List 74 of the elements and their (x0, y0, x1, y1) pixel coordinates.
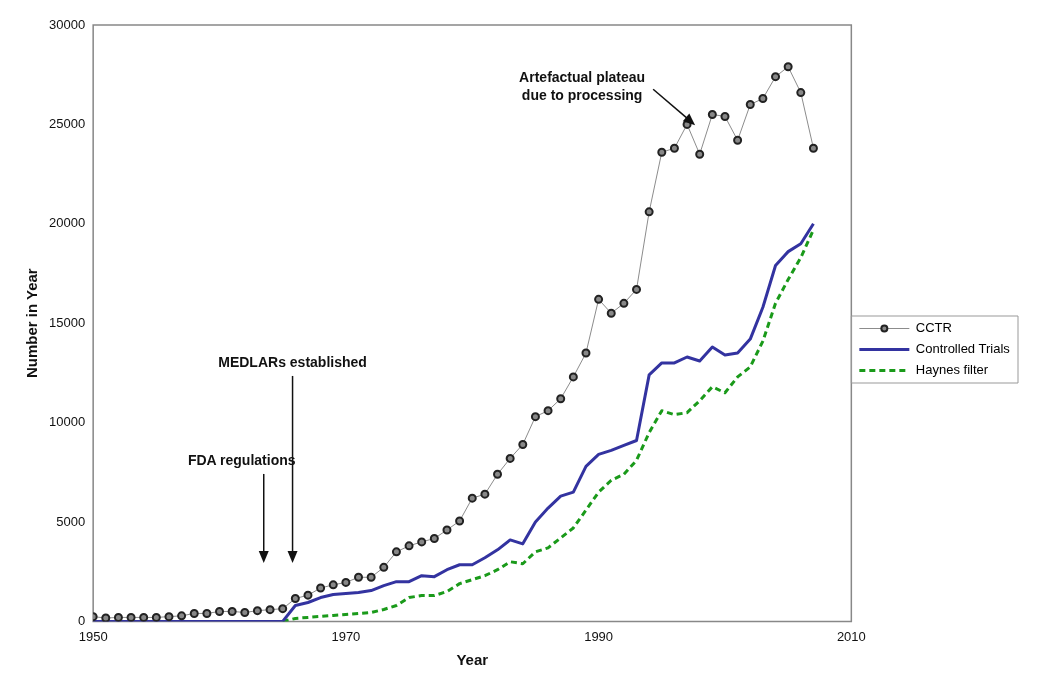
point (530, 412, 540, 422)
point (240, 607, 250, 617)
point (594, 294, 604, 304)
point (391, 547, 401, 557)
point (379, 562, 389, 572)
point (429, 534, 439, 543)
point (316, 583, 326, 593)
point (417, 537, 427, 547)
point (619, 298, 629, 308)
point (227, 606, 237, 616)
y-tick-label: 0 (77, 612, 86, 628)
point (404, 541, 414, 551)
point (126, 612, 136, 622)
point (354, 572, 364, 582)
point (493, 469, 503, 479)
point (733, 135, 743, 145)
point (808, 143, 818, 153)
point (177, 611, 187, 621)
point (657, 147, 667, 157)
y-tick-label: 30000 (48, 16, 86, 32)
point (290, 594, 300, 604)
annotation: Artefactual plateau due to processing (519, 69, 646, 104)
point (720, 111, 730, 121)
y-tick-label: 15000 (48, 314, 86, 330)
point (101, 613, 111, 622)
y-tick-label: 25000 (48, 115, 86, 131)
point (518, 439, 528, 449)
point (467, 493, 477, 503)
point (606, 308, 616, 318)
point (341, 577, 351, 587)
point (758, 94, 768, 104)
x-tick-label: 2010 (836, 628, 866, 644)
point (556, 394, 566, 404)
point (480, 489, 490, 499)
point (581, 348, 591, 358)
x-tick-label: 1970 (331, 628, 361, 644)
point (366, 572, 376, 582)
point (328, 580, 338, 590)
point (252, 606, 262, 616)
legend-label: Haynes filter (915, 362, 989, 378)
point (189, 608, 199, 618)
point (783, 62, 793, 72)
x-axis-title: Year (456, 651, 489, 669)
point (164, 612, 174, 622)
point (265, 605, 275, 615)
point (796, 88, 806, 98)
point (695, 149, 705, 159)
point (669, 143, 679, 153)
point (543, 406, 553, 416)
point (644, 207, 654, 217)
legend-label: Controlled Trials (915, 341, 1011, 357)
point (745, 100, 755, 110)
y-axis-title: Number in Year (23, 268, 41, 379)
point (455, 516, 465, 526)
legend-label: CCTR (915, 320, 952, 336)
y-tick-label: 5000 (56, 513, 86, 529)
x-tick-label: 1950 (78, 628, 108, 644)
x-tick-label: 1990 (584, 628, 614, 644)
point (202, 608, 212, 618)
point (215, 606, 225, 616)
point (139, 612, 149, 622)
y-tick-label: 10000 (48, 414, 86, 430)
annotation: MEDLARs established (218, 353, 367, 370)
point (707, 109, 717, 119)
point (113, 612, 123, 622)
point (505, 453, 515, 463)
point (771, 72, 781, 82)
point (568, 372, 578, 382)
point (278, 604, 288, 614)
point (442, 525, 452, 535)
point (303, 590, 313, 600)
point (151, 612, 161, 622)
y-tick-label: 20000 (48, 215, 86, 231)
point (632, 284, 642, 294)
